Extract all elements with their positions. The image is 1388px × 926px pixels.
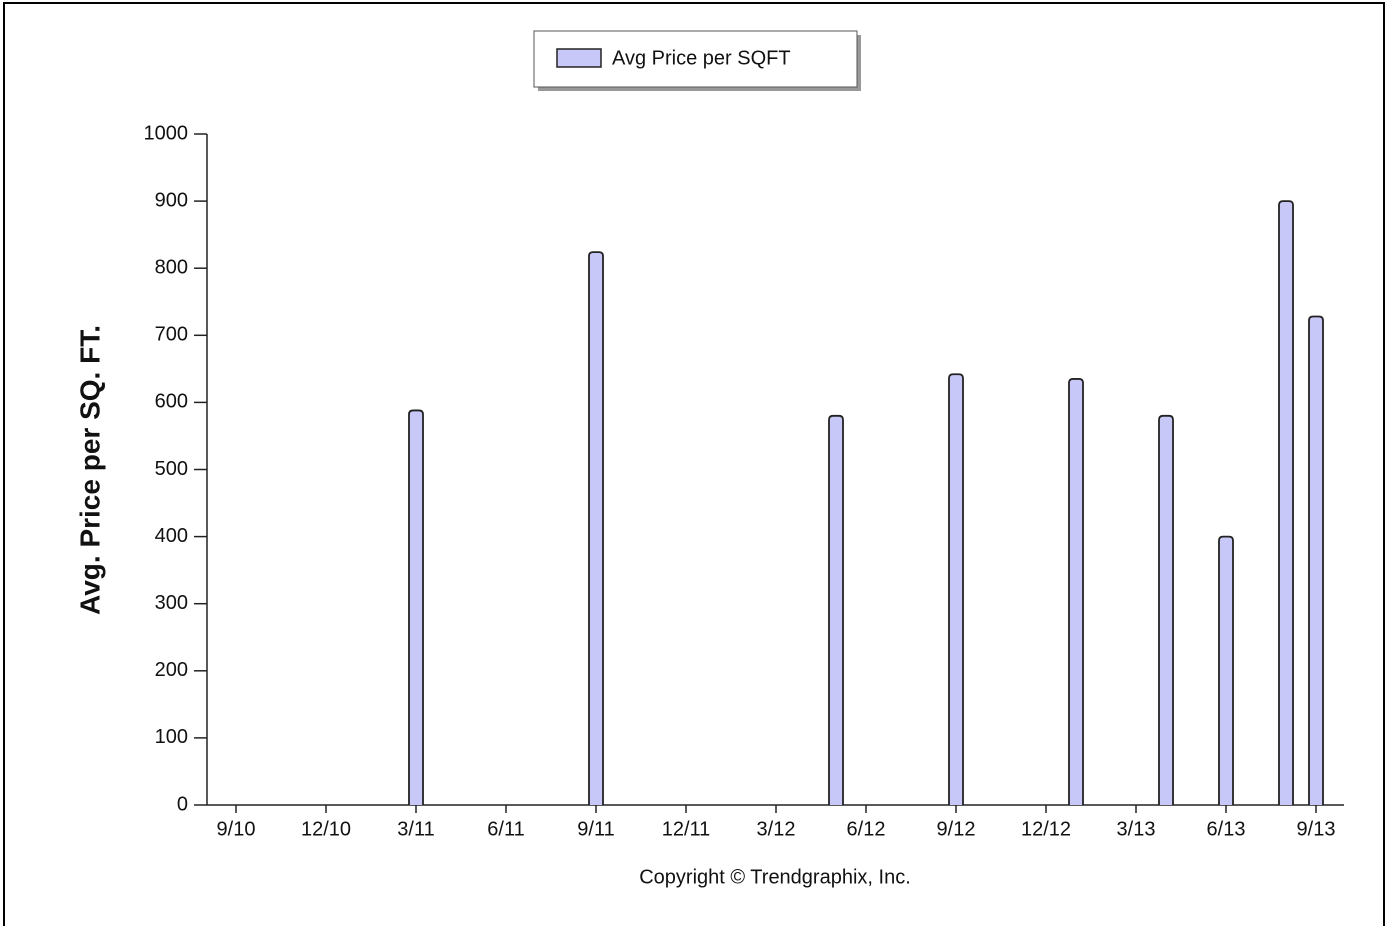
x-tick-label: 9/10: [217, 818, 256, 840]
x-tick-label: 6/11: [487, 818, 524, 840]
x-tick-label: 6/13: [1207, 818, 1246, 840]
y-tick-label: 700: [155, 324, 188, 346]
x-tick-label: 9/12: [937, 818, 976, 840]
x-tick-label: 6/12: [847, 818, 886, 840]
bar: [948, 373, 964, 805]
y-axis-title: Avg. Price per SQ. FT.: [74, 325, 105, 615]
y-tick-label: 300: [155, 592, 188, 614]
legend-swatch: [556, 48, 602, 68]
bar: [1308, 315, 1324, 805]
legend: Avg Price per SQFT: [533, 30, 861, 91]
x-tick-label: 9/11: [577, 818, 614, 840]
y-tick-label: 0: [177, 793, 188, 815]
x-tick-label: 3/12: [757, 818, 796, 840]
bar: [408, 409, 424, 805]
y-tick-label: 600: [155, 391, 188, 413]
bar: [1068, 378, 1084, 805]
x-tick-label: 12/10: [301, 818, 351, 840]
y-tick-label: 200: [155, 659, 188, 681]
frame: [3, 2, 1385, 926]
legend-label: Avg Price per SQFT: [612, 47, 791, 69]
x-tick-label: 3/11: [397, 818, 434, 840]
bar: [588, 251, 604, 805]
footnote: Copyright © Trendgraphix, Inc.: [639, 866, 911, 888]
y-tick-label: 100: [155, 726, 188, 748]
x-tick-label: 12/12: [1021, 818, 1071, 840]
bar: [1278, 200, 1294, 805]
y-tick-label: 500: [155, 458, 188, 480]
x-tick-label: 9/13: [1297, 818, 1336, 840]
y-tick-label: 900: [155, 189, 188, 211]
x-tick-label: 12/11: [662, 818, 711, 840]
bar: [828, 414, 844, 805]
y-tick-label: 1000: [144, 122, 189, 144]
y-tick-label: 800: [155, 256, 188, 278]
y-tick-label: 400: [155, 525, 188, 547]
bar: [1218, 535, 1234, 805]
bar: [1158, 414, 1174, 805]
x-tick-label: 3/13: [1117, 818, 1156, 840]
